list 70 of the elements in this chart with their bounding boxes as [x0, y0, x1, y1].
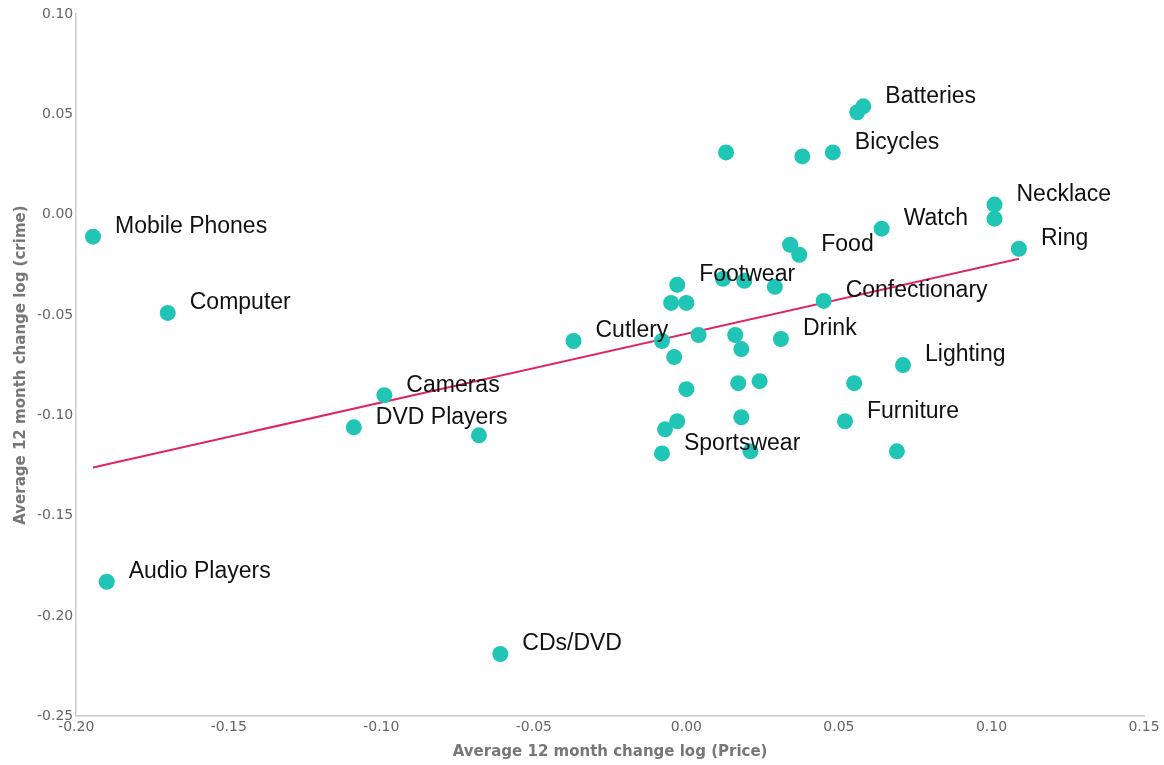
annotation: Batteries	[885, 81, 977, 108]
point	[1010, 240, 1027, 257]
annotation: DVD Players	[375, 402, 508, 429]
point	[663, 294, 680, 311]
x-tick-label: -0.10	[363, 718, 400, 735]
point	[669, 413, 686, 430]
point	[824, 144, 841, 161]
annotation: CDs/DVD	[522, 629, 622, 656]
point	[986, 210, 1003, 227]
point	[846, 375, 863, 392]
point	[345, 419, 362, 436]
y-tick-label: -0.15	[36, 506, 74, 523]
y-tick-label: -0.10	[36, 405, 74, 422]
point	[657, 421, 674, 438]
point	[837, 413, 854, 430]
y-tick-label: -0.20	[36, 606, 74, 623]
point	[98, 573, 115, 590]
point	[733, 409, 750, 426]
point	[85, 228, 101, 245]
point	[565, 333, 582, 350]
point	[666, 349, 683, 366]
x-tick-label: 0.00	[670, 718, 702, 735]
point	[730, 375, 747, 392]
x-tick-label: -0.15	[210, 718, 247, 735]
point	[718, 144, 735, 161]
point	[727, 327, 744, 344]
point	[690, 327, 707, 344]
x-tick-label: 0.05	[823, 718, 855, 735]
point	[888, 443, 905, 460]
point	[159, 304, 176, 321]
x-tick-label: -0.05	[515, 718, 552, 735]
point	[815, 292, 832, 309]
annotation: Footwear	[699, 260, 796, 287]
point	[782, 236, 799, 253]
point	[772, 331, 789, 348]
point	[653, 445, 670, 462]
y-tick-label: -0.05	[36, 305, 74, 322]
annotation: Lighting	[924, 340, 1006, 367]
point	[492, 646, 509, 663]
point	[733, 341, 750, 358]
x-tick-label: 0.15	[1128, 718, 1160, 735]
y-tick-label: 0.00	[42, 205, 74, 222]
annotation: Mobile Phones	[115, 212, 268, 239]
annotation: Drink	[802, 314, 858, 341]
point	[678, 294, 695, 311]
y-tick-label: 0.05	[42, 104, 74, 121]
annotation: Food	[821, 230, 874, 257]
point	[751, 373, 768, 390]
point	[678, 381, 695, 398]
point	[849, 104, 866, 121]
point	[791, 246, 808, 263]
y-axis-title: Average 12 month change log (crime)	[10, 205, 29, 525]
x-axis-title: Average 12 month change log (Price)	[452, 741, 768, 760]
annotation: Computer	[189, 288, 292, 315]
annotation: Cutlery	[595, 316, 669, 343]
annotation: Ring	[1040, 224, 1089, 251]
point	[986, 196, 1003, 213]
point	[873, 220, 890, 237]
annotation: Sportswear	[683, 428, 801, 455]
x-tick-label: 0.10	[975, 718, 1008, 735]
point	[794, 148, 811, 165]
point	[894, 357, 911, 374]
annotation: Watch	[903, 204, 968, 231]
annotation: Bicycles	[854, 127, 940, 154]
annotation: Audio Players	[128, 557, 271, 584]
point	[669, 276, 686, 293]
annotation: Furniture	[867, 396, 960, 423]
y-tick-label: 0.10	[42, 4, 74, 21]
point	[376, 387, 393, 404]
annotation: Necklace	[1016, 179, 1112, 206]
